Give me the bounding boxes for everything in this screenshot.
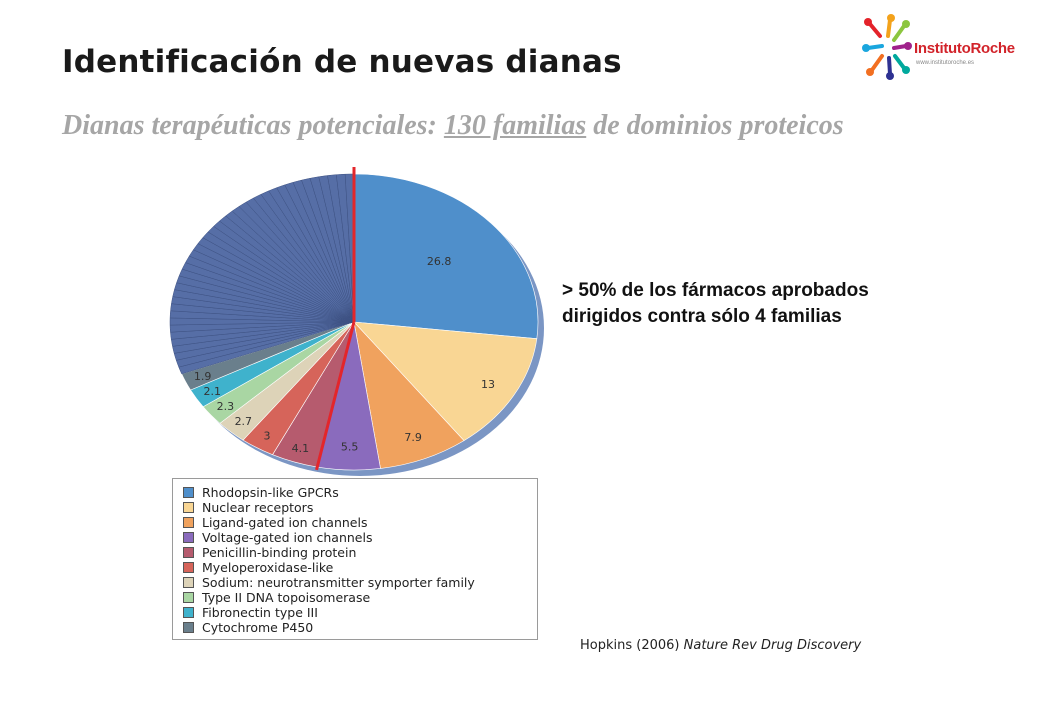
slice-label-7: 2.7 xyxy=(235,415,253,428)
legend-item-2: Nuclear receptors xyxy=(183,500,537,515)
pie-slice-3 xyxy=(353,321,465,469)
legend-item-1: Rhodopsin-like GPCRs xyxy=(183,485,537,500)
logo-url: www.institutoroche.es xyxy=(916,60,975,66)
legend-swatch-5 xyxy=(183,547,194,558)
legend-label-8: Type II DNA topoisomerase xyxy=(202,590,371,605)
legend-item-10: Cytochrome P450 xyxy=(183,620,537,635)
legend-swatch-4 xyxy=(183,532,194,543)
legend-label-3: Ligand-gated ion channels xyxy=(202,515,368,530)
chart-legend: Rhodopsin-like GPCRs Nuclear receptors Lig… xyxy=(172,478,538,640)
legend-swatch-2 xyxy=(183,502,194,513)
pie-slice-2 xyxy=(353,321,538,442)
slice-label-9: 2.1 xyxy=(204,385,222,398)
pie-chart: 26.8 13 7.9 5.5 4.1 3 2.72.3 2.1 1.9 xyxy=(169,167,544,476)
slice-label-10: 1.9 xyxy=(194,370,212,383)
legend-label-10: Cytochrome P450 xyxy=(202,620,314,635)
legend-swatch-3 xyxy=(183,517,194,528)
slice-label-8: 2.3 xyxy=(217,400,235,413)
legend-item-9: Fibronectin type III xyxy=(183,605,537,620)
legend-item-5: Penicillin-binding protein xyxy=(183,545,537,560)
subtitle-prefix: Dianas terapéuticas potenciales: xyxy=(62,110,444,141)
annotation-line-1: > 50% de los fármacos aprobados xyxy=(562,280,869,301)
citation-author: Hopkins (2006) xyxy=(580,638,684,653)
legend-swatch-1 xyxy=(183,487,194,498)
slice-label-2: 13 xyxy=(481,378,495,391)
legend-item-8: Type II DNA topoisomerase xyxy=(183,590,537,605)
citation-journal: Nature Rev Drug Discovery xyxy=(683,638,862,653)
legend-swatch-9 xyxy=(183,607,194,618)
slice-label-1: 26.8 xyxy=(427,255,452,268)
slice-label-4: 5.5 xyxy=(341,440,359,453)
legend-item-6: Myeloperoxidase-like xyxy=(183,560,537,575)
legend-item-3: Ligand-gated ion channels xyxy=(183,515,537,530)
legend-swatch-8 xyxy=(183,592,194,603)
page-title: Identificación de nuevas dianas xyxy=(62,44,622,80)
people-logo-icon xyxy=(862,14,912,80)
instituto-roche-logo: InstitutoRoche www.institutoroche.es xyxy=(860,14,1030,84)
subtitle-suffix: de dominios proteicos xyxy=(586,110,844,141)
logo-text: InstitutoRoche xyxy=(914,40,1015,57)
page-subtitle: Dianas terapéuticas potenciales: 130 fam… xyxy=(62,110,844,142)
pie-slice-1 xyxy=(353,173,539,340)
legend-item-7: Sodium: neurotransmitter symporter famil… xyxy=(183,575,537,590)
legend-item-4: Voltage-gated ion channels xyxy=(183,530,537,545)
legend-label-6: Myeloperoxidase-like xyxy=(202,560,334,575)
slice-label-3: 7.9 xyxy=(404,431,422,444)
slice-label-5: 4.1 xyxy=(292,442,310,455)
legend-label-1: Rhodopsin-like GPCRs xyxy=(202,485,339,500)
legend-label-7: Sodium: neurotransmitter symporter famil… xyxy=(202,575,475,590)
divider-line-bottom xyxy=(315,321,356,471)
legend-label-4: Voltage-gated ion channels xyxy=(202,530,373,545)
slice-label-6: 3 xyxy=(264,429,271,442)
legend-swatch-7 xyxy=(183,577,194,588)
citation: Hopkins (2006) Nature Rev Drug Discovery xyxy=(580,638,861,653)
subtitle-families-count: 130 familias xyxy=(443,110,587,141)
legend-swatch-10 xyxy=(183,622,194,633)
annotation-line-2: dirigidos contra sólo 4 familias xyxy=(562,306,842,327)
annotation-text: > 50% de los fármacos aprobados dirigido… xyxy=(562,278,869,330)
legend-swatch-6 xyxy=(183,562,194,573)
legend-label-9: Fibronectin type III xyxy=(202,605,318,620)
legend-label-2: Nuclear receptors xyxy=(202,500,314,515)
legend-label-5: Penicillin-binding protein xyxy=(202,545,357,560)
